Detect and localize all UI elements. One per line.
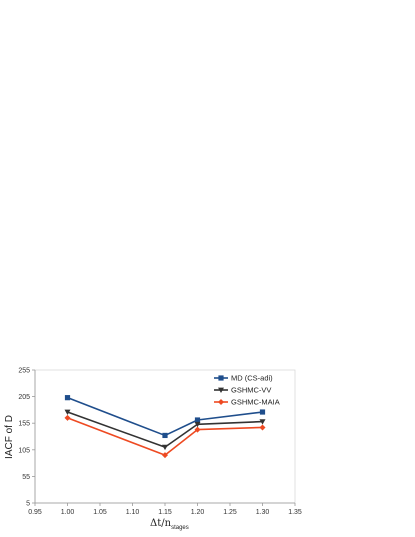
x-tick-label: 1.10 <box>126 509 140 516</box>
data-point <box>259 409 266 415</box>
x-tick-label: 1.00 <box>61 509 75 516</box>
data-point <box>259 419 266 425</box>
x-axis-label: Δt/nstages <box>150 518 189 531</box>
x-tick-label: 0.95 <box>28 509 42 516</box>
x-tick-label: 1.35 <box>288 509 302 516</box>
y-tick-label: 155 <box>18 421 30 428</box>
data-point <box>259 424 266 431</box>
data-point <box>64 409 71 416</box>
y-tick-label: 105 <box>18 447 30 454</box>
series-line <box>67 396 263 437</box>
data-point <box>162 432 168 439</box>
data-point <box>194 417 201 423</box>
x-axis-ticks: 0.95 1.00 1.05 1.10 1.15 1.20 1.25 1.30 1.35 <box>28 503 302 516</box>
x-tick-label: 1.25 <box>223 509 237 516</box>
x-axis-label-sub: stages <box>171 525 189 531</box>
legend-marker <box>218 399 224 405</box>
y-axis-label: IACF of D <box>4 415 15 459</box>
legend-label: GSHMC-MAIA <box>231 398 280 407</box>
x-tick-label: 1.20 <box>191 509 205 516</box>
y-tick-label: 5 <box>26 501 30 508</box>
x-tick-label: 1.05 <box>93 509 107 516</box>
data-point <box>194 426 201 433</box>
y-tick-label: 255 <box>18 368 30 375</box>
series-layer <box>64 395 266 459</box>
legend: MD (CS-adi) GSHMC-VV GSHMC-MAIA <box>214 374 280 407</box>
x-axis-label-main: Δt/n <box>150 518 172 529</box>
y-tick-label: 205 <box>18 394 30 401</box>
legend-marker <box>218 387 224 393</box>
x-tick-label: 1.30 <box>256 509 270 516</box>
data-point <box>162 444 168 451</box>
x-tick-label: 1.15 <box>158 509 172 516</box>
series-line <box>67 411 263 448</box>
legend-label: GSHMC-VV <box>231 386 271 395</box>
legend-marker <box>218 375 224 381</box>
data-point <box>64 414 71 421</box>
data-point <box>162 452 168 459</box>
data-point <box>64 395 71 401</box>
legend-label: MD (CS-adi) <box>231 374 273 383</box>
y-tick-label: 55 <box>22 474 30 481</box>
series-line <box>67 417 263 456</box>
data-point <box>194 421 201 428</box>
